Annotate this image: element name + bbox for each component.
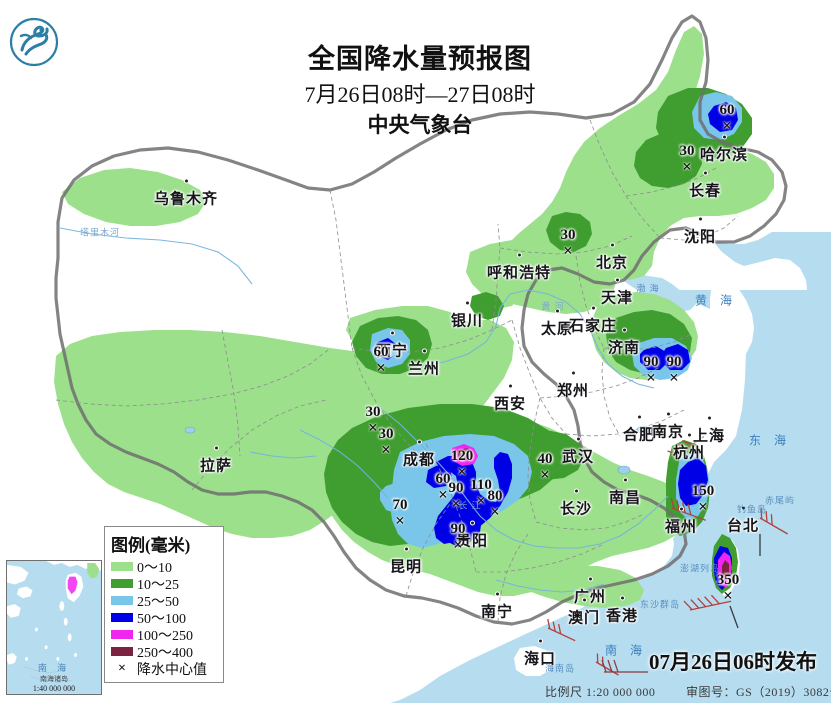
inset-sea-label: 南 海 [37, 663, 71, 673]
precip-band-250-400 [458, 448, 729, 580]
legend-swatch-5 [111, 647, 133, 656]
map-scale-label: 比例尺 1:20 000 000 [545, 685, 656, 699]
legend-label-0: 0～10 [137, 560, 172, 576]
south-china-sea-inset: 南 海 南海诸岛 1:40 000 000 [6, 560, 102, 695]
legend-title: 图例(毫米) [111, 536, 191, 555]
legend-rows: 0～10 10～25 25～50 50～100 100～250 250～400 [111, 558, 217, 661]
legend-row-5: 250～400 [111, 643, 217, 661]
lakes [184, 342, 652, 475]
map-title-block: 全国降水量预报图 7月26日08时—27日08时 中央气象台 [250, 42, 590, 139]
issue-time: 07月26日06时发布 [649, 650, 817, 674]
legend-swatch-1 [111, 579, 133, 588]
legend-row-4: 100～250 [111, 626, 217, 644]
cma-dragon-logo [9, 17, 59, 67]
inset-islands-label: 南海诸岛 [40, 675, 68, 683]
rivers [59, 227, 669, 593]
legend-label-2: 25～50 [137, 594, 179, 610]
legend-swatch-4 [111, 630, 133, 639]
legend-label-5: 250～400 [137, 645, 193, 661]
precip-center-icon: × [118, 660, 126, 676]
map-approval-number: 审图号：GS（2019）3082号 [686, 685, 831, 699]
legend-panel: 图例(毫米) 0～10 10～25 25～50 50～100 100～250 250～40… [104, 526, 224, 683]
map-title: 全国降水量预报图 [308, 44, 532, 74]
inset-canvas [7, 561, 101, 694]
legend-label-center-marker: 降水中心值 [137, 662, 207, 678]
legend-swatch-3 [111, 613, 133, 622]
legend-swatch-0 [111, 562, 133, 571]
sea-areas [390, 232, 831, 703]
legend-label-4: 100～250 [137, 628, 193, 644]
legend-row-center-marker: × 降水中心值 [111, 660, 217, 678]
legend-label-1: 10～25 [137, 577, 179, 593]
legend-row-3: 50～100 [111, 609, 217, 627]
issuing-agency: 中央气象台 [367, 112, 473, 137]
legend-swatch-2 [111, 596, 133, 605]
legend-row-0: 0～10 [111, 558, 217, 576]
legend-row-1: 10～25 [111, 575, 217, 593]
precip-band-50-100 [374, 102, 738, 590]
inset-scale-label: 1:40 000 000 [32, 684, 76, 693]
legend-row-2: 25～50 [111, 592, 217, 610]
scale-bar-graphic [601, 659, 648, 673]
legend-label-3: 50～100 [137, 611, 186, 627]
forecast-period: 7月26日08时—27日08时 [304, 81, 536, 107]
national-border [54, 14, 788, 626]
